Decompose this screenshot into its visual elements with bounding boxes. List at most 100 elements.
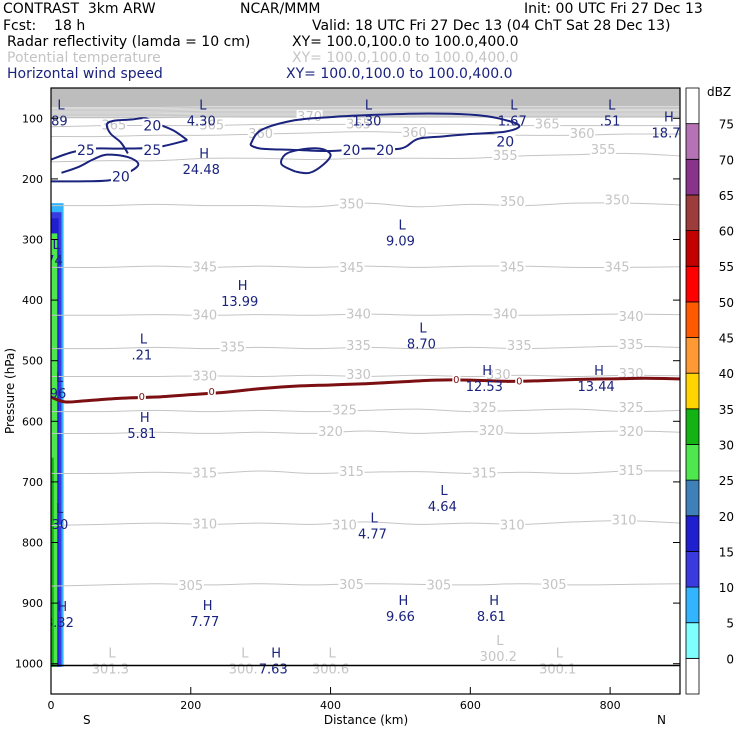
wind-contour-20: [280, 147, 332, 175]
y-tick-label: 600: [22, 415, 43, 428]
extremum-marker-H: H: [664, 111, 674, 126]
colorbar-tick-label: 70: [719, 153, 734, 167]
wind-label-bg: [110, 169, 131, 184]
colorbar-swatch: [685, 372, 700, 410]
wind-label: 25: [143, 143, 161, 159]
colorbar-tick-label: 75: [719, 118, 734, 132]
extremum-value: 7.63: [259, 662, 288, 677]
extremum-marker-L: L: [419, 321, 427, 336]
theta-label-bg: [198, 118, 225, 132]
extremum-value: 4.30: [187, 114, 216, 129]
wind-label-bg: [375, 142, 396, 157]
field1-xy: XY= 100.0,100.0 to 100.0,400.0: [292, 34, 519, 50]
theta-label: 340: [192, 308, 217, 323]
theta-label: 335: [220, 340, 245, 355]
colorbar-tick-label: 15: [719, 545, 734, 559]
theta-label-bg: [485, 368, 512, 382]
x-tick-label: 0: [48, 699, 55, 712]
theta-label-bg: [338, 577, 365, 591]
theta-label-bg: [219, 340, 246, 354]
extremum-marker-H: H: [199, 147, 209, 162]
theta-label: 340: [346, 308, 371, 323]
theta-label: 340: [493, 308, 518, 323]
extremum-value: .30: [48, 518, 69, 533]
extremum-marker-H: H: [203, 599, 213, 614]
wind-label: 20: [376, 143, 394, 159]
wind-label-bg: [142, 142, 163, 157]
extremum-value: 96: [50, 387, 67, 402]
wind-label-bg: [75, 142, 96, 157]
colorbar-swatch: [685, 479, 700, 517]
theta-label: 305: [542, 578, 567, 593]
theta-label: 360: [402, 126, 427, 141]
reflectivity-band-25dbz: [51, 233, 58, 667]
wind-label: 20: [112, 169, 130, 185]
extremum-value: 9.66: [386, 610, 415, 625]
extremum-value: 7.77: [190, 615, 219, 630]
theta-label: 330: [192, 369, 217, 384]
theta-label-bg: [534, 117, 561, 131]
field3-xy: XY= 100.0,100.0 to 100.0,400.0: [286, 66, 513, 82]
field1-name: Radar reflectivity (lamda = 10 cm): [7, 34, 251, 50]
extremum-marker-L: L: [199, 98, 207, 113]
extremum-marker-L: L: [329, 646, 337, 661]
theta-label: 330: [346, 368, 371, 383]
y-tick-label: 100: [22, 112, 43, 125]
theta-label: 345: [339, 261, 364, 276]
extremum-value: 4.77: [358, 528, 387, 543]
extremum-value: 1.30: [352, 114, 381, 129]
x-end-left: S: [83, 713, 91, 727]
colorbar-tick-label: 5: [726, 617, 734, 631]
extremum-marker-L: L: [241, 646, 249, 661]
extremum-value: 300.2: [480, 650, 517, 665]
y-tick-label: 800: [22, 537, 43, 550]
theta-label-bg: [317, 425, 344, 439]
theta-label-bg: [471, 466, 498, 480]
theta-label: 310: [500, 519, 525, 534]
theta-label-bg: [499, 260, 526, 274]
colorbar-swatch: [685, 230, 700, 267]
theta-label-bg: [541, 577, 568, 591]
valid-time: Valid: 18 UTC Fri 27 Dec 13 (04 ChT Sat …: [312, 18, 671, 34]
zero-label: 0: [516, 376, 522, 387]
theta-contour-325: [51, 408, 680, 413]
theta-label-bg: [191, 466, 218, 480]
theta-label: 310: [612, 514, 637, 529]
zero-label-bg: [452, 375, 461, 386]
extremum-value: 8.32: [45, 616, 74, 631]
theta-label-bg: [338, 260, 365, 274]
theta-label: 320: [479, 424, 504, 439]
theta-label-bg: [478, 423, 505, 437]
extremum-marker-H: H: [238, 279, 248, 294]
colorbar-tick-label: 45: [719, 332, 734, 346]
zero-label: 0: [209, 387, 215, 398]
zero-isoline: [51, 376, 680, 404]
plot-area: 305 305 305 305 310 310 310 310 315 315 315 315 320 3…: [45, 88, 680, 677]
wind-label: 20: [143, 119, 161, 135]
extremum-marker-L: L: [556, 646, 564, 661]
wind-label: 20: [343, 143, 361, 159]
theta-label: 350: [339, 197, 364, 212]
theta-label: 335: [507, 339, 532, 354]
extremum-value: 9.09: [386, 234, 415, 249]
theta-label-bg: [604, 260, 631, 274]
theta-label-bg: [604, 193, 631, 207]
plot-frame: [50, 87, 681, 695]
colorbar-swatch: [685, 515, 700, 552]
extremum-marker-L: L: [140, 332, 148, 347]
colorbar-swatch: [685, 657, 700, 695]
extremum-marker-L: L: [365, 98, 373, 113]
theta-label: 305: [426, 579, 451, 594]
theta-label: 320: [619, 425, 644, 440]
extremum-value: 74: [46, 254, 63, 269]
theta-label: 305: [178, 579, 203, 594]
y-tick-label: 500: [22, 355, 43, 368]
theta-label: 340: [619, 310, 644, 325]
theta-label: 335: [346, 339, 371, 354]
colorbar-tick-label: 25: [719, 474, 734, 488]
theta-label-bg: [345, 307, 372, 321]
theta-label: 350: [605, 194, 630, 209]
theta-label: 325: [332, 403, 357, 418]
